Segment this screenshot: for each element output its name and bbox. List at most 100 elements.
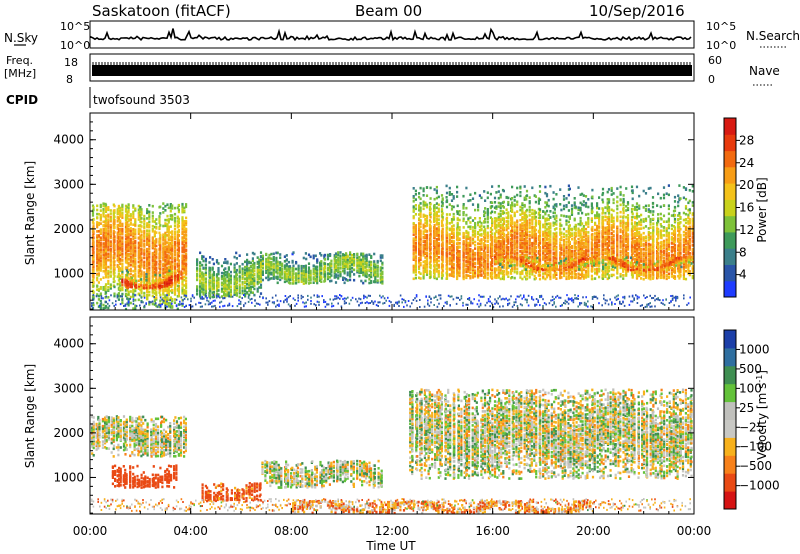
range-gate-cell [164, 266, 167, 269]
range-gate-cell [422, 203, 425, 206]
range-gate-cell [511, 201, 514, 205]
range-gate-cell [333, 276, 336, 279]
range-gate-cell [360, 252, 363, 256]
range-gate-cell [177, 274, 180, 277]
range-gate-cell [159, 248, 162, 251]
range-gate-cell [196, 273, 199, 276]
range-gate-cell [248, 276, 251, 279]
range-gate-cell [469, 271, 472, 274]
range-gate-cell [288, 270, 292, 273]
range-gate-cell [96, 216, 99, 219]
range-gate-cell [201, 283, 204, 286]
range-gate-cell [153, 253, 156, 257]
range-gate-cell [113, 260, 116, 263]
range-gate-cell [146, 251, 149, 255]
range-gate-cell [96, 258, 99, 262]
range-gate-cell [99, 262, 102, 265]
range-gate-cell [215, 281, 219, 285]
range-gate-cell [137, 251, 140, 255]
range-gate-cell [343, 269, 346, 273]
range-gate-cell [97, 264, 100, 267]
range-gate-cell [368, 265, 371, 269]
range-gate-cell [429, 251, 432, 255]
range-gate-cell [495, 229, 498, 233]
range-gate-cell [441, 247, 444, 250]
range-gate-cell [151, 211, 154, 214]
range-gate-cell [99, 248, 102, 252]
range-gate-cell [441, 201, 444, 205]
range-gate-cell [127, 254, 130, 258]
range-gate-cell [153, 232, 156, 235]
range-gate-cell [169, 267, 172, 270]
range-gate-cell [465, 213, 468, 217]
range-gate-cell [422, 247, 425, 251]
range-gate-cell [199, 288, 202, 292]
range-gate-cell [261, 254, 264, 258]
range-gate-cell [412, 249, 415, 252]
range-gate-cell [104, 270, 107, 273]
range-gate-cell [471, 197, 475, 200]
range-gate-cell [107, 248, 110, 251]
range-gate-cell [107, 245, 110, 249]
range-gate-cell [249, 272, 252, 276]
range-gate-cell [155, 244, 158, 248]
range-gate-cell [469, 239, 472, 242]
nsky-panel [89, 20, 695, 49]
range-gate-cell [132, 228, 135, 231]
range-gate-cell [140, 233, 143, 237]
range-gate-cell [227, 287, 230, 291]
range-gate-cell [525, 239, 529, 243]
range-gate-cell [113, 266, 116, 270]
range-gate-cell [323, 256, 326, 260]
range-gate-cell [425, 236, 429, 240]
range-gate-cell [146, 289, 149, 293]
range-gate-cell [521, 249, 524, 252]
range-gate-cell [166, 302, 169, 306]
range-gate-cell [497, 231, 500, 235]
range-gate-cell [519, 205, 522, 209]
range-gate-cell [177, 254, 180, 257]
range-gate-cell [486, 231, 489, 235]
range-gate-cell [176, 258, 179, 261]
range-gate-cell [534, 245, 537, 249]
range-gate-cell [164, 287, 167, 290]
range-gate-cell [181, 304, 184, 307]
range-gate-cell [435, 185, 438, 189]
range-gate-cell [143, 214, 146, 218]
range-gate-cell [134, 249, 137, 253]
range-gate-cell [212, 262, 215, 266]
nsearch-tick-top: 10^5 [706, 20, 736, 33]
range-gate-cell [484, 270, 487, 274]
range-gate-cell [148, 239, 151, 242]
range-gate-cell [134, 233, 137, 236]
range-gate-cell [92, 240, 95, 243]
range-gate-cell [227, 279, 230, 282]
range-gate-cell [143, 260, 146, 264]
range-gate-cell [133, 284, 137, 288]
range-gate-cell [497, 240, 500, 243]
range-gate-cell [319, 275, 322, 279]
range-gate-cell [124, 218, 128, 222]
range-gate-cell [107, 258, 110, 262]
range-gate-cell [425, 233, 429, 237]
range-gate-cell [418, 224, 421, 227]
range-gate-cell [276, 262, 279, 265]
range-gate-cell [163, 284, 166, 287]
range-gate-cell [104, 236, 108, 240]
range-gate-cell [117, 247, 120, 250]
range-gate-cell [102, 253, 105, 257]
range-gate-cell [164, 242, 167, 246]
range-gate-cell [334, 252, 338, 255]
range-gate-cell [155, 268, 158, 272]
range-gate-cell [364, 274, 367, 278]
range-gate-cell [246, 278, 249, 282]
range-gate-cell [425, 259, 429, 262]
range-gate-cell [135, 283, 138, 287]
range-gate-cell [113, 244, 116, 247]
range-gate-cell [167, 243, 170, 247]
range-gate-cell [235, 294, 238, 297]
range-gate-cell [314, 277, 317, 281]
range-gate-cell [99, 259, 102, 263]
range-gate-cell [302, 279, 305, 283]
range-gate-cell [379, 281, 382, 284]
